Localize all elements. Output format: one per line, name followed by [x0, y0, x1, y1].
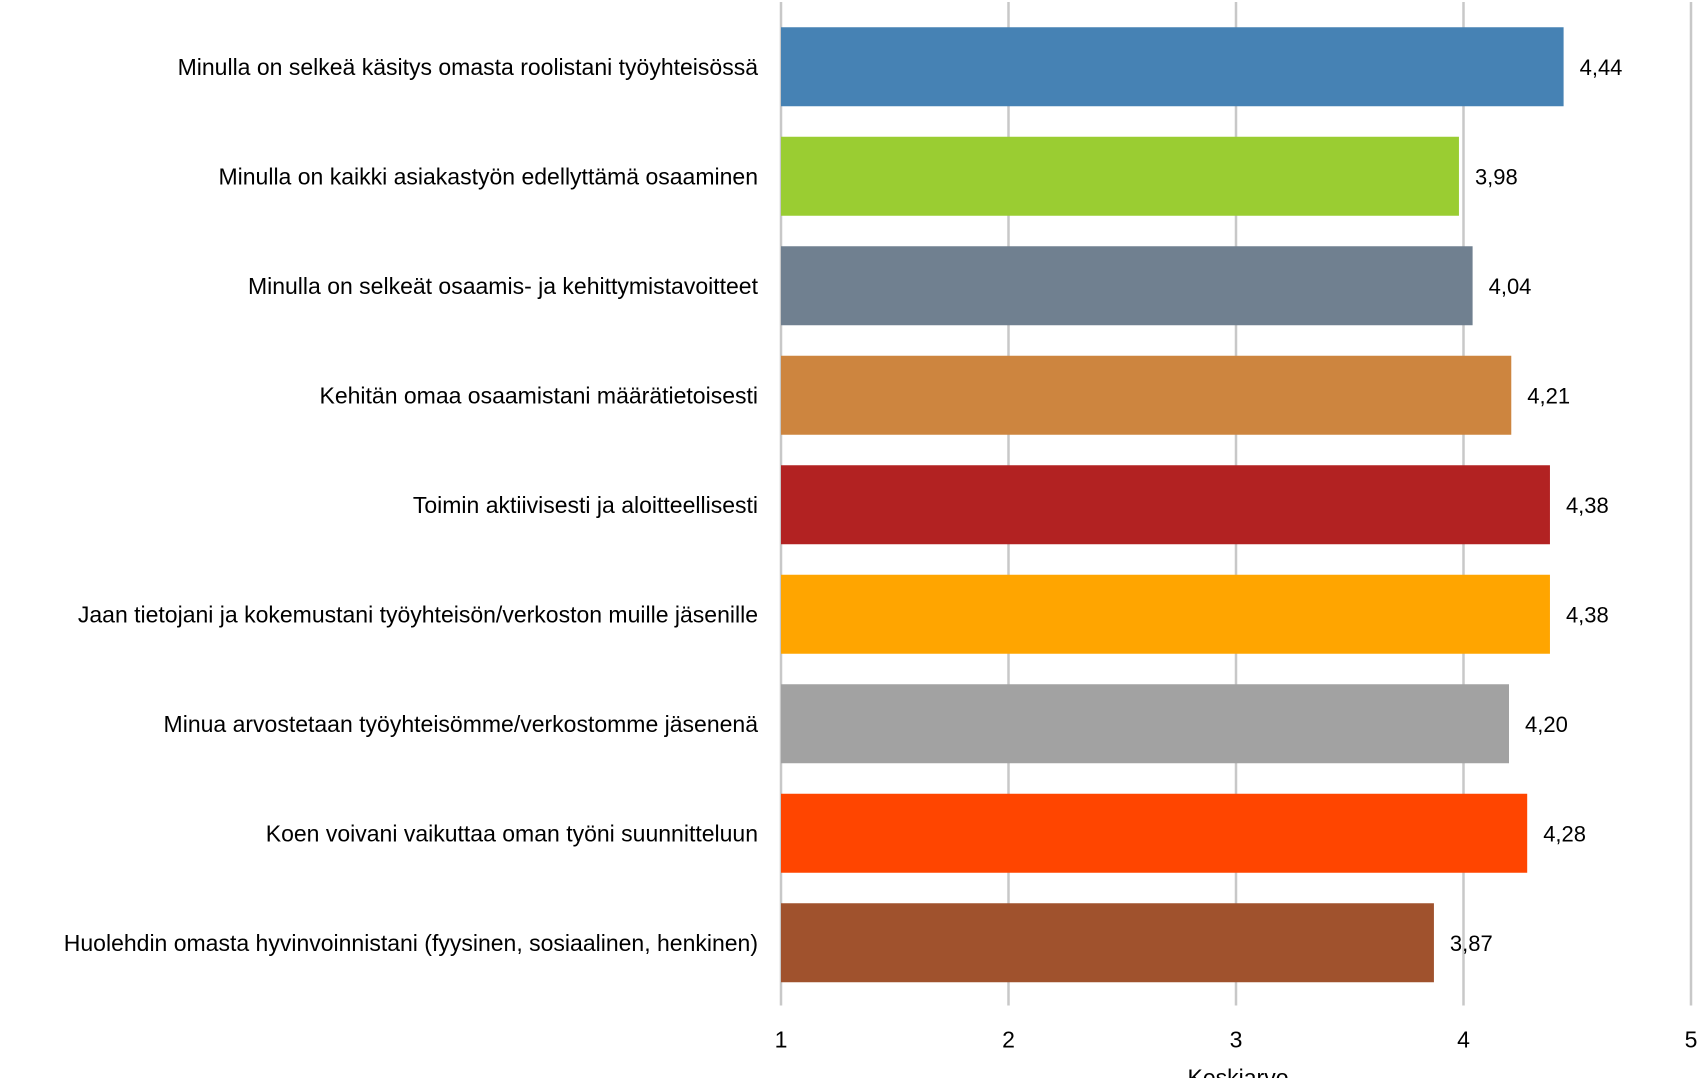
- value-label: 3,98: [1475, 164, 1518, 189]
- bar: [781, 903, 1434, 983]
- bar: [781, 136, 1459, 216]
- bar: [781, 355, 1512, 435]
- bar: [781, 684, 1509, 764]
- category-label: Jaan tietojani ja kokemustani työyhteisö…: [78, 601, 758, 627]
- value-labels: 4,44 3,98 4,04 4,21 4,38 4,38 4,20 4,28 3,87: [1450, 55, 1623, 956]
- bars: [781, 27, 1564, 983]
- bar: [781, 793, 1528, 873]
- category-label: Minulla on kaikki asiakastyön edellyttäm…: [218, 163, 758, 189]
- value-label: 4,38: [1566, 602, 1609, 627]
- category-labels: Minulla on selkeä käsitys omasta roolist…: [64, 54, 759, 956]
- category-label: Minulla on selkeä käsitys omasta roolist…: [178, 54, 759, 80]
- bar: [781, 27, 1564, 107]
- category-label: Toimin aktiivisesti ja aloitteellisesti: [413, 492, 758, 518]
- bar: [781, 246, 1473, 326]
- x-tick-label: 5: [1685, 1027, 1698, 1053]
- category-label: Koen voivani vaikuttaa oman työni suunni…: [266, 820, 758, 846]
- bar: [781, 574, 1550, 654]
- x-axis-ticks: 1 2 3 4 5: [775, 1027, 1698, 1053]
- bar: [781, 465, 1550, 545]
- value-label: 4,38: [1566, 493, 1609, 518]
- x-tick-label: 3: [1230, 1027, 1243, 1053]
- category-label: Minulla on selkeät osaamis- ja kehittymi…: [248, 273, 759, 299]
- value-label: 4,28: [1543, 821, 1586, 846]
- x-tick-label: 1: [775, 1027, 788, 1053]
- category-label: Huolehdin omasta hyvinvoinnistani (fyysi…: [64, 930, 758, 956]
- value-label: 4,20: [1525, 712, 1568, 737]
- x-tick-label: 4: [1457, 1027, 1470, 1053]
- category-label: Minua arvostetaan työyhteisömme/verkosto…: [164, 711, 759, 737]
- x-tick-label: 2: [1002, 1027, 1015, 1053]
- x-axis-title: Keskiarvo: [1188, 1065, 1289, 1078]
- value-label: 3,87: [1450, 931, 1493, 956]
- value-label: 4,44: [1580, 55, 1623, 80]
- value-label: 4,04: [1489, 274, 1532, 299]
- value-label: 4,21: [1527, 383, 1570, 408]
- category-label: Kehitän omaa osaamistani määrätietoisest…: [319, 382, 758, 408]
